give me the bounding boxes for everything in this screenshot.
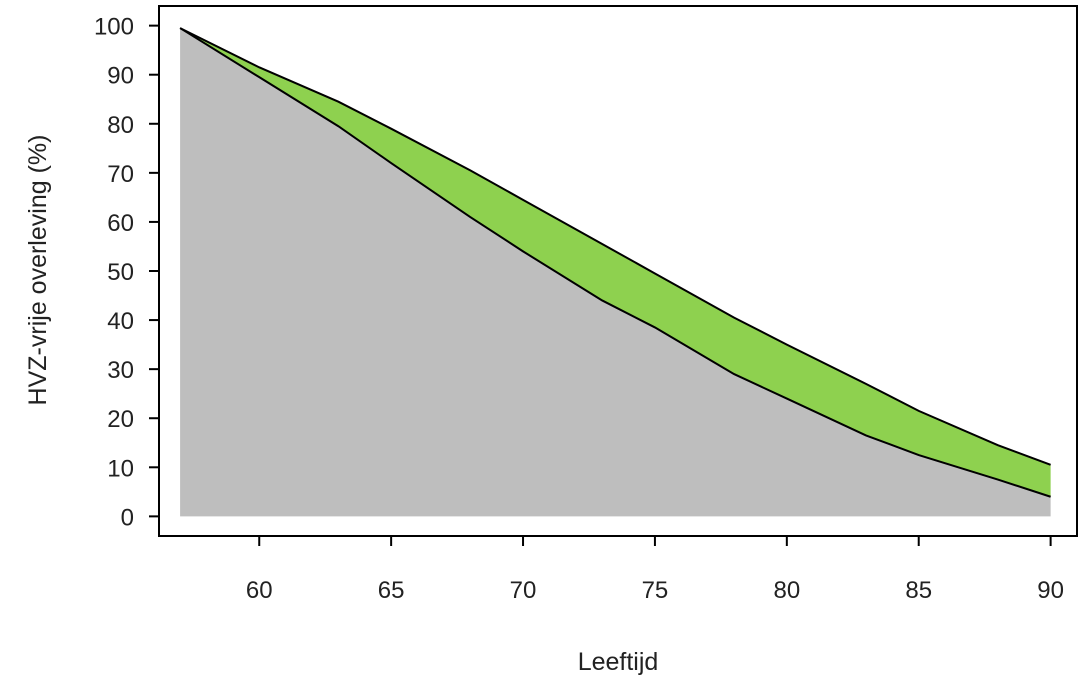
x-tick-label-65: 65 xyxy=(378,577,405,604)
y-tick-label-0: 0 xyxy=(121,504,134,531)
x-tick-label-90: 90 xyxy=(1037,577,1064,604)
y-tick-label-10: 10 xyxy=(107,455,134,482)
band-area xyxy=(180,28,1051,497)
x-tick-label-60: 60 xyxy=(246,577,273,604)
y-tick-label-90: 90 xyxy=(107,63,134,90)
axes: 60 65 70 75 80 85 90 0 10 20 30 40 50 60 70 80 90 100 xyxy=(94,5,1078,604)
y-tick-label-20: 20 xyxy=(107,406,134,433)
y-tick-label-30: 30 xyxy=(107,357,134,384)
y-axis-label: HVZ-vrije overleving (%) xyxy=(24,135,52,406)
lower-line xyxy=(179,27,1051,498)
y-tick-label-70: 70 xyxy=(107,161,134,188)
y-tick-label-40: 40 xyxy=(107,308,134,335)
x-tick-label-75: 75 xyxy=(642,577,669,604)
y-tick-label-60: 60 xyxy=(107,210,134,237)
plot-area xyxy=(179,27,1051,517)
x-tick-label-85: 85 xyxy=(905,577,932,604)
lower-area xyxy=(180,28,1051,517)
upper-line xyxy=(179,27,1051,466)
x-tick-label-70: 70 xyxy=(510,577,537,604)
x-tick-label-80: 80 xyxy=(773,577,800,604)
y-tick-label-50: 50 xyxy=(107,259,134,286)
y-tick-label-100: 100 xyxy=(94,14,134,41)
x-axis-label: Leeftijd xyxy=(578,648,659,676)
y-tick-label-80: 80 xyxy=(107,112,134,139)
